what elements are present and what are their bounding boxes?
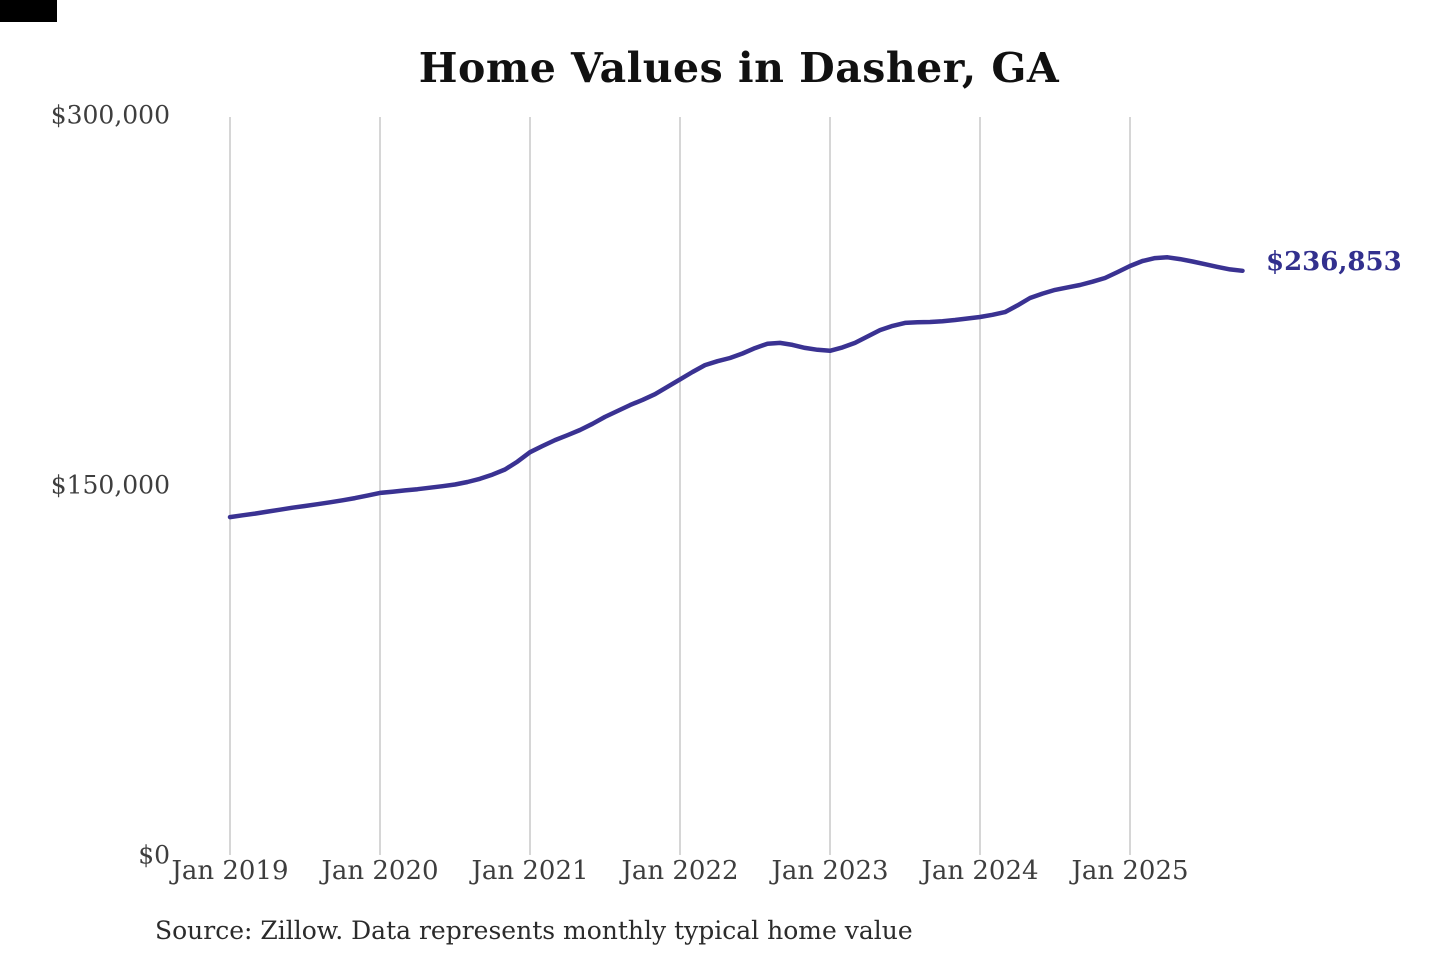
gridlines: [229, 117, 1131, 855]
y-tick-label-0: $0: [138, 840, 170, 870]
x-tick-label: Jan 2019: [171, 856, 289, 886]
x-tick-label: Jan 2022: [621, 856, 739, 886]
x-tick-label: Jan 2025: [1071, 856, 1189, 886]
home-value-line: [227, 255, 1245, 520]
last-value-label: $236,853: [1266, 247, 1402, 277]
x-tick-label: Jan 2021: [471, 856, 589, 886]
y-tick-label-300000: $300,000: [50, 100, 170, 130]
y-tick-label-150000: $150,000: [50, 470, 170, 500]
x-tick-label: Jan 2023: [771, 856, 889, 886]
chart-title: Home Values in Dasher, GA: [418, 44, 1060, 92]
corner-artifact: [0, 0, 57, 22]
x-tick-label: Jan 2020: [321, 856, 439, 886]
source-caption: Source: Zillow. Data represents monthly …: [155, 916, 913, 945]
x-tick-label: Jan 2024: [921, 856, 1039, 886]
